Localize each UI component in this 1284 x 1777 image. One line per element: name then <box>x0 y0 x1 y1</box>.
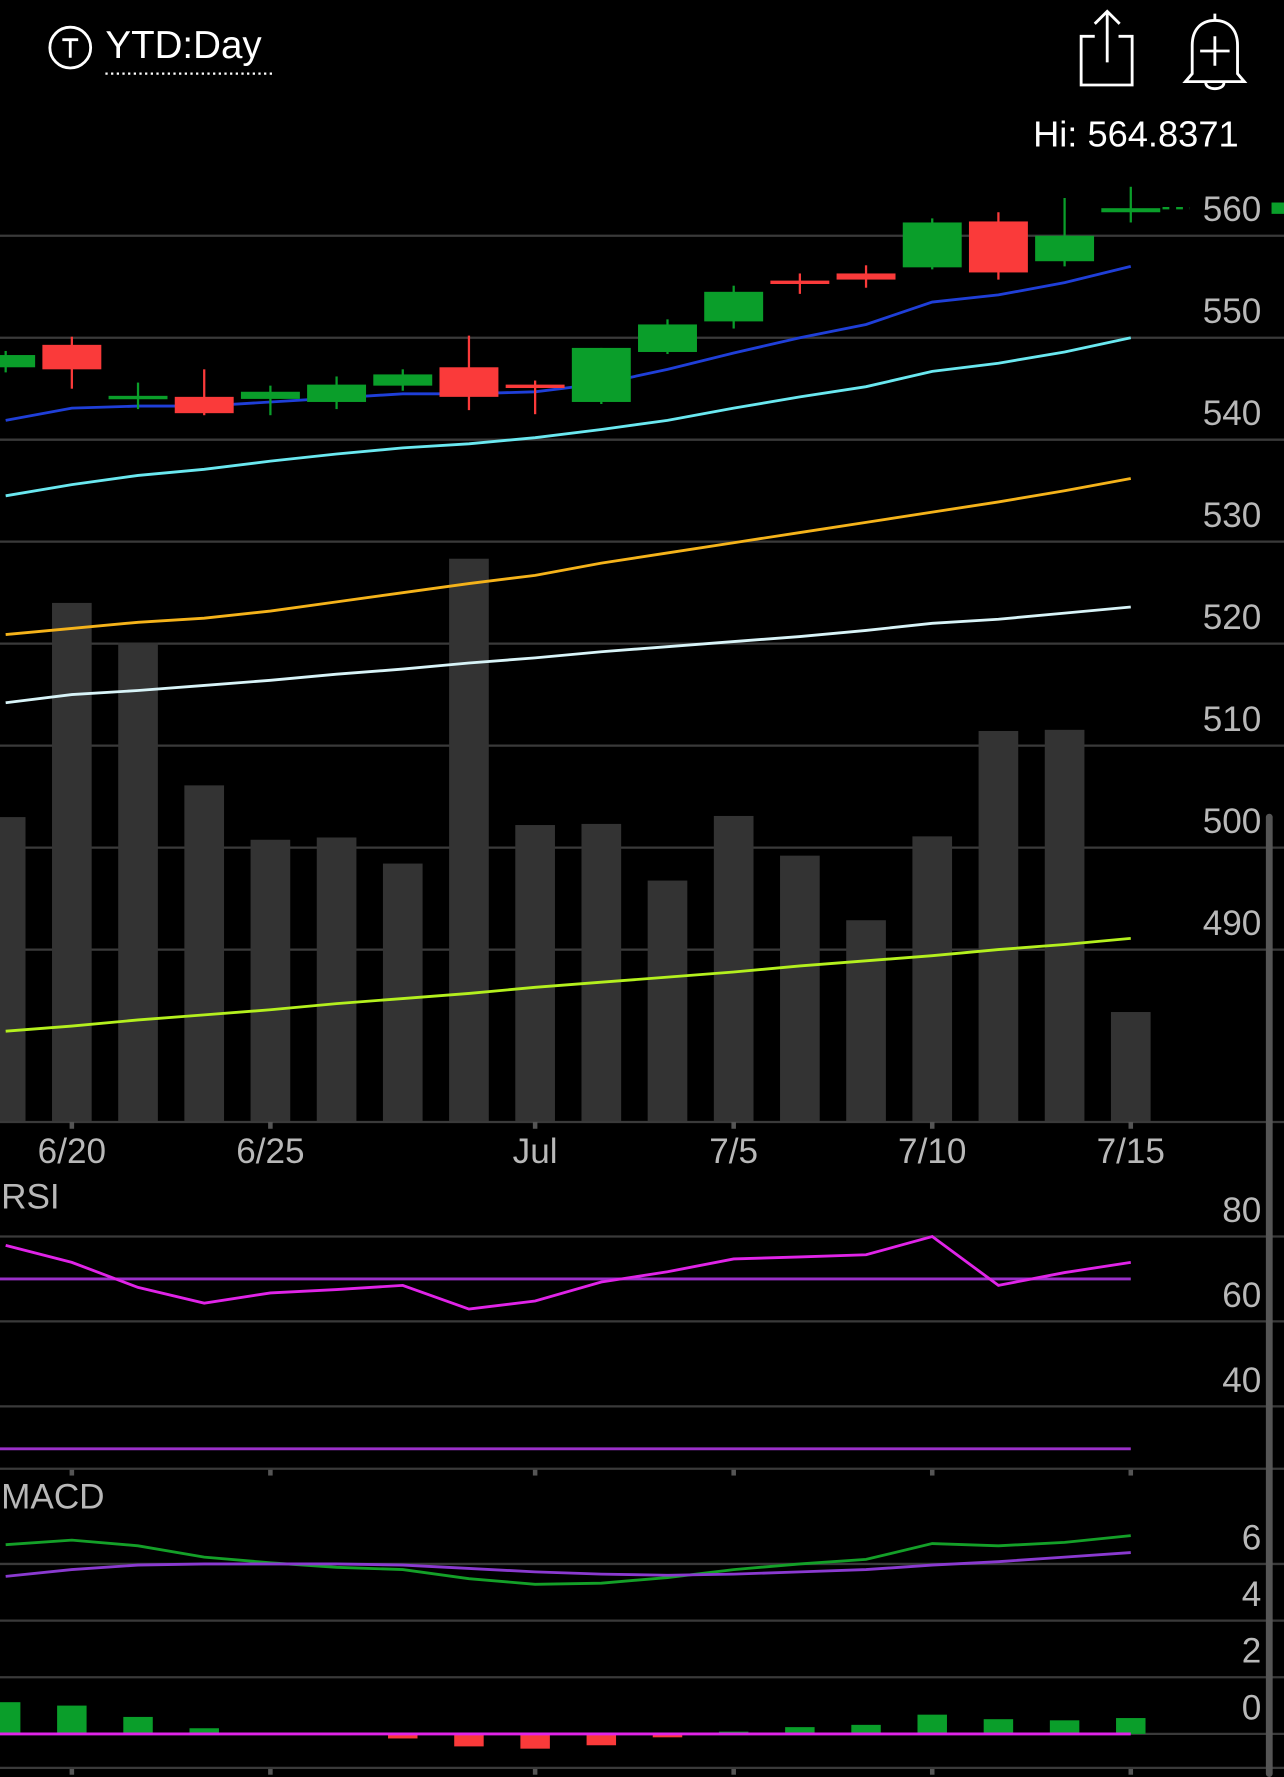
candle-body <box>439 367 499 397</box>
rsi-line <box>5 1234 1131 1311</box>
volume-bar <box>0 817 26 1122</box>
y-tick-label: 40 <box>1222 1361 1261 1400</box>
volume-bar <box>118 642 158 1122</box>
candle-body <box>108 395 168 400</box>
y-tick-label: 0 <box>1242 1688 1262 1727</box>
histogram-bar <box>520 1733 550 1749</box>
histogram-bar <box>1116 1718 1146 1734</box>
volume-bar <box>52 602 92 1122</box>
candle-body <box>836 273 896 280</box>
candle-body <box>571 347 631 402</box>
icon-glyph <box>62 38 79 58</box>
panel-title: RSI <box>1 1177 60 1216</box>
histogram-bar <box>454 1733 484 1747</box>
bell-plus <box>1200 36 1230 66</box>
moving-average <box>5 605 1131 705</box>
histogram-bar <box>57 1705 87 1734</box>
volume-bar <box>1044 729 1085 1122</box>
candle-body <box>704 291 764 322</box>
scrollbar[interactable] <box>1265 813 1273 1777</box>
alert-button[interactable] <box>1182 13 1248 91</box>
candle-body <box>968 221 1028 273</box>
histogram-bar <box>586 1733 617 1746</box>
histogram-bar <box>785 1727 815 1734</box>
candle-body <box>638 324 697 352</box>
y-tick-label: 540 <box>1203 394 1262 433</box>
moving-average <box>5 336 1132 498</box>
histogram-bar <box>917 1714 947 1734</box>
volume-bar <box>846 920 886 1122</box>
share-arrow <box>1093 9 1121 63</box>
y-tick-label: 510 <box>1203 700 1262 739</box>
candle-body <box>902 222 962 268</box>
histogram-bar <box>0 1702 21 1734</box>
volume-bar <box>316 837 357 1122</box>
y-tick-label: 500 <box>1203 802 1262 841</box>
volume-bar <box>515 825 555 1122</box>
histogram-bar <box>1049 1720 1080 1734</box>
candle-body <box>174 396 234 414</box>
y-tick-label: 520 <box>1203 598 1262 637</box>
candle-body <box>1101 208 1161 213</box>
share-box <box>1079 34 1134 87</box>
candle-body <box>770 280 830 284</box>
candle-body <box>307 384 367 402</box>
volume-bar <box>1110 1012 1151 1122</box>
x-tick-label: Jul <box>513 1132 558 1171</box>
y-tick-label: 490 <box>1203 904 1262 943</box>
candle-body <box>1035 235 1095 262</box>
candle-body <box>505 384 565 389</box>
range-selector[interactable]: YTD:Day <box>105 24 262 67</box>
volume-bar <box>912 836 953 1122</box>
x-tick-label: 7/5 <box>709 1132 758 1171</box>
x-tick-label: 6/25 <box>236 1132 304 1171</box>
histogram-bar <box>189 1728 219 1734</box>
volume-bar <box>780 855 820 1122</box>
histogram-bar <box>983 1719 1014 1734</box>
volume-bar <box>184 785 225 1122</box>
volume-bar <box>978 730 1019 1122</box>
panel-title: MACD <box>1 1478 104 1517</box>
x-tick-label: 7/10 <box>898 1132 966 1171</box>
volume-bar <box>449 558 489 1122</box>
y-tick-label: 530 <box>1203 496 1262 535</box>
y-tick-label: 6 <box>1242 1518 1262 1557</box>
x-tick-label: 6/20 <box>38 1132 106 1171</box>
ticker-icon[interactable] <box>48 25 93 70</box>
macd-line <box>5 1551 1131 1578</box>
y-tick-label: 560 <box>1203 190 1262 229</box>
last-price-marker <box>1271 202 1284 214</box>
moving-average <box>5 936 1131 1033</box>
y-tick-label: 550 <box>1203 292 1262 331</box>
y-tick-label: 4 <box>1242 1575 1262 1614</box>
icon-circle <box>48 25 93 70</box>
moving-average <box>5 477 1132 636</box>
volume-bar <box>382 863 423 1122</box>
share-button[interactable] <box>1079 9 1134 87</box>
histogram-bar <box>652 1733 683 1738</box>
volume-bar <box>250 839 291 1122</box>
candle-body <box>373 374 433 386</box>
histogram-bar <box>123 1716 153 1734</box>
y-tick-label: 2 <box>1242 1632 1262 1671</box>
volume-bar <box>581 823 622 1122</box>
volume-bar <box>647 880 688 1122</box>
y-tick-label: 60 <box>1222 1276 1261 1315</box>
y-tick-label: 80 <box>1222 1191 1261 1230</box>
high-label: Hi: 564.8371 <box>1033 114 1239 155</box>
candle-body <box>42 344 102 370</box>
candle-body <box>0 355 36 368</box>
volume-bar <box>713 815 754 1122</box>
macd-line <box>5 1534 1131 1586</box>
candle-body <box>240 391 300 399</box>
bell <box>1182 13 1248 91</box>
x-tick-label: 7/15 <box>1097 1132 1165 1171</box>
histogram-bar <box>851 1724 881 1734</box>
histogram-bar <box>388 1733 418 1739</box>
